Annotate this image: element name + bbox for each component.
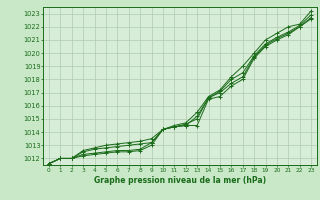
X-axis label: Graphe pression niveau de la mer (hPa): Graphe pression niveau de la mer (hPa) [94, 176, 266, 185]
